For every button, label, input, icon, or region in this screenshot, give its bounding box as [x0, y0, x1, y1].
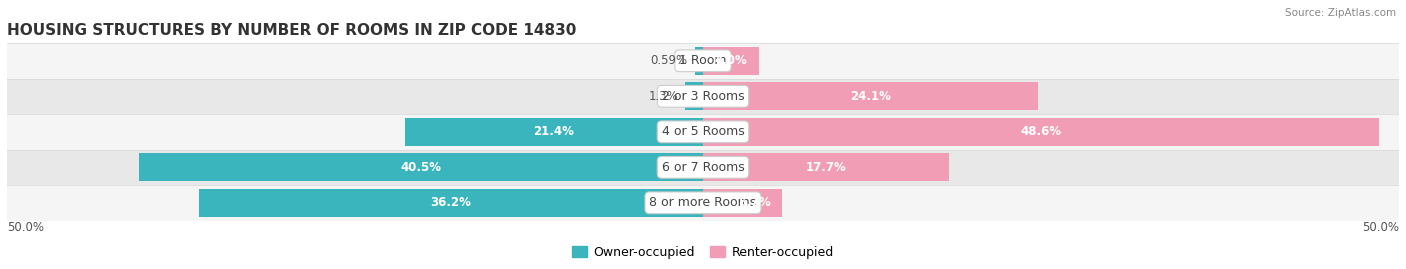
- Text: 50.0%: 50.0%: [7, 221, 44, 234]
- Text: 5.7%: 5.7%: [738, 196, 772, 209]
- Bar: [139, 154, 703, 181]
- Text: Source: ZipAtlas.com: Source: ZipAtlas.com: [1285, 8, 1396, 18]
- Bar: [7, 114, 1399, 150]
- Text: 1 Room: 1 Room: [679, 54, 727, 67]
- Bar: [695, 47, 703, 75]
- Text: 36.2%: 36.2%: [430, 196, 471, 209]
- Text: 17.7%: 17.7%: [806, 161, 846, 174]
- Text: 0.59%: 0.59%: [651, 54, 688, 67]
- Bar: [200, 189, 703, 217]
- Text: 2 or 3 Rooms: 2 or 3 Rooms: [662, 90, 744, 103]
- Bar: [7, 79, 1399, 114]
- Bar: [703, 154, 949, 181]
- Legend: Owner-occupied, Renter-occupied: Owner-occupied, Renter-occupied: [568, 241, 838, 264]
- Text: 8 or more Rooms: 8 or more Rooms: [650, 196, 756, 209]
- Text: 40.5%: 40.5%: [401, 161, 441, 174]
- Bar: [7, 185, 1399, 221]
- Text: 50.0%: 50.0%: [1362, 221, 1399, 234]
- Text: 48.6%: 48.6%: [1021, 125, 1062, 138]
- Text: 4 or 5 Rooms: 4 or 5 Rooms: [662, 125, 744, 138]
- Bar: [685, 83, 703, 110]
- Bar: [7, 150, 1399, 185]
- Text: 4.0%: 4.0%: [714, 54, 748, 67]
- Bar: [7, 43, 1399, 79]
- Bar: [703, 83, 1039, 110]
- Text: 21.4%: 21.4%: [534, 125, 575, 138]
- Text: 6 or 7 Rooms: 6 or 7 Rooms: [662, 161, 744, 174]
- Bar: [703, 47, 759, 75]
- Bar: [703, 189, 782, 217]
- Text: 1.3%: 1.3%: [648, 90, 678, 103]
- Text: HOUSING STRUCTURES BY NUMBER OF ROOMS IN ZIP CODE 14830: HOUSING STRUCTURES BY NUMBER OF ROOMS IN…: [7, 23, 576, 38]
- Bar: [703, 118, 1379, 146]
- Bar: [405, 118, 703, 146]
- Text: 24.1%: 24.1%: [851, 90, 891, 103]
